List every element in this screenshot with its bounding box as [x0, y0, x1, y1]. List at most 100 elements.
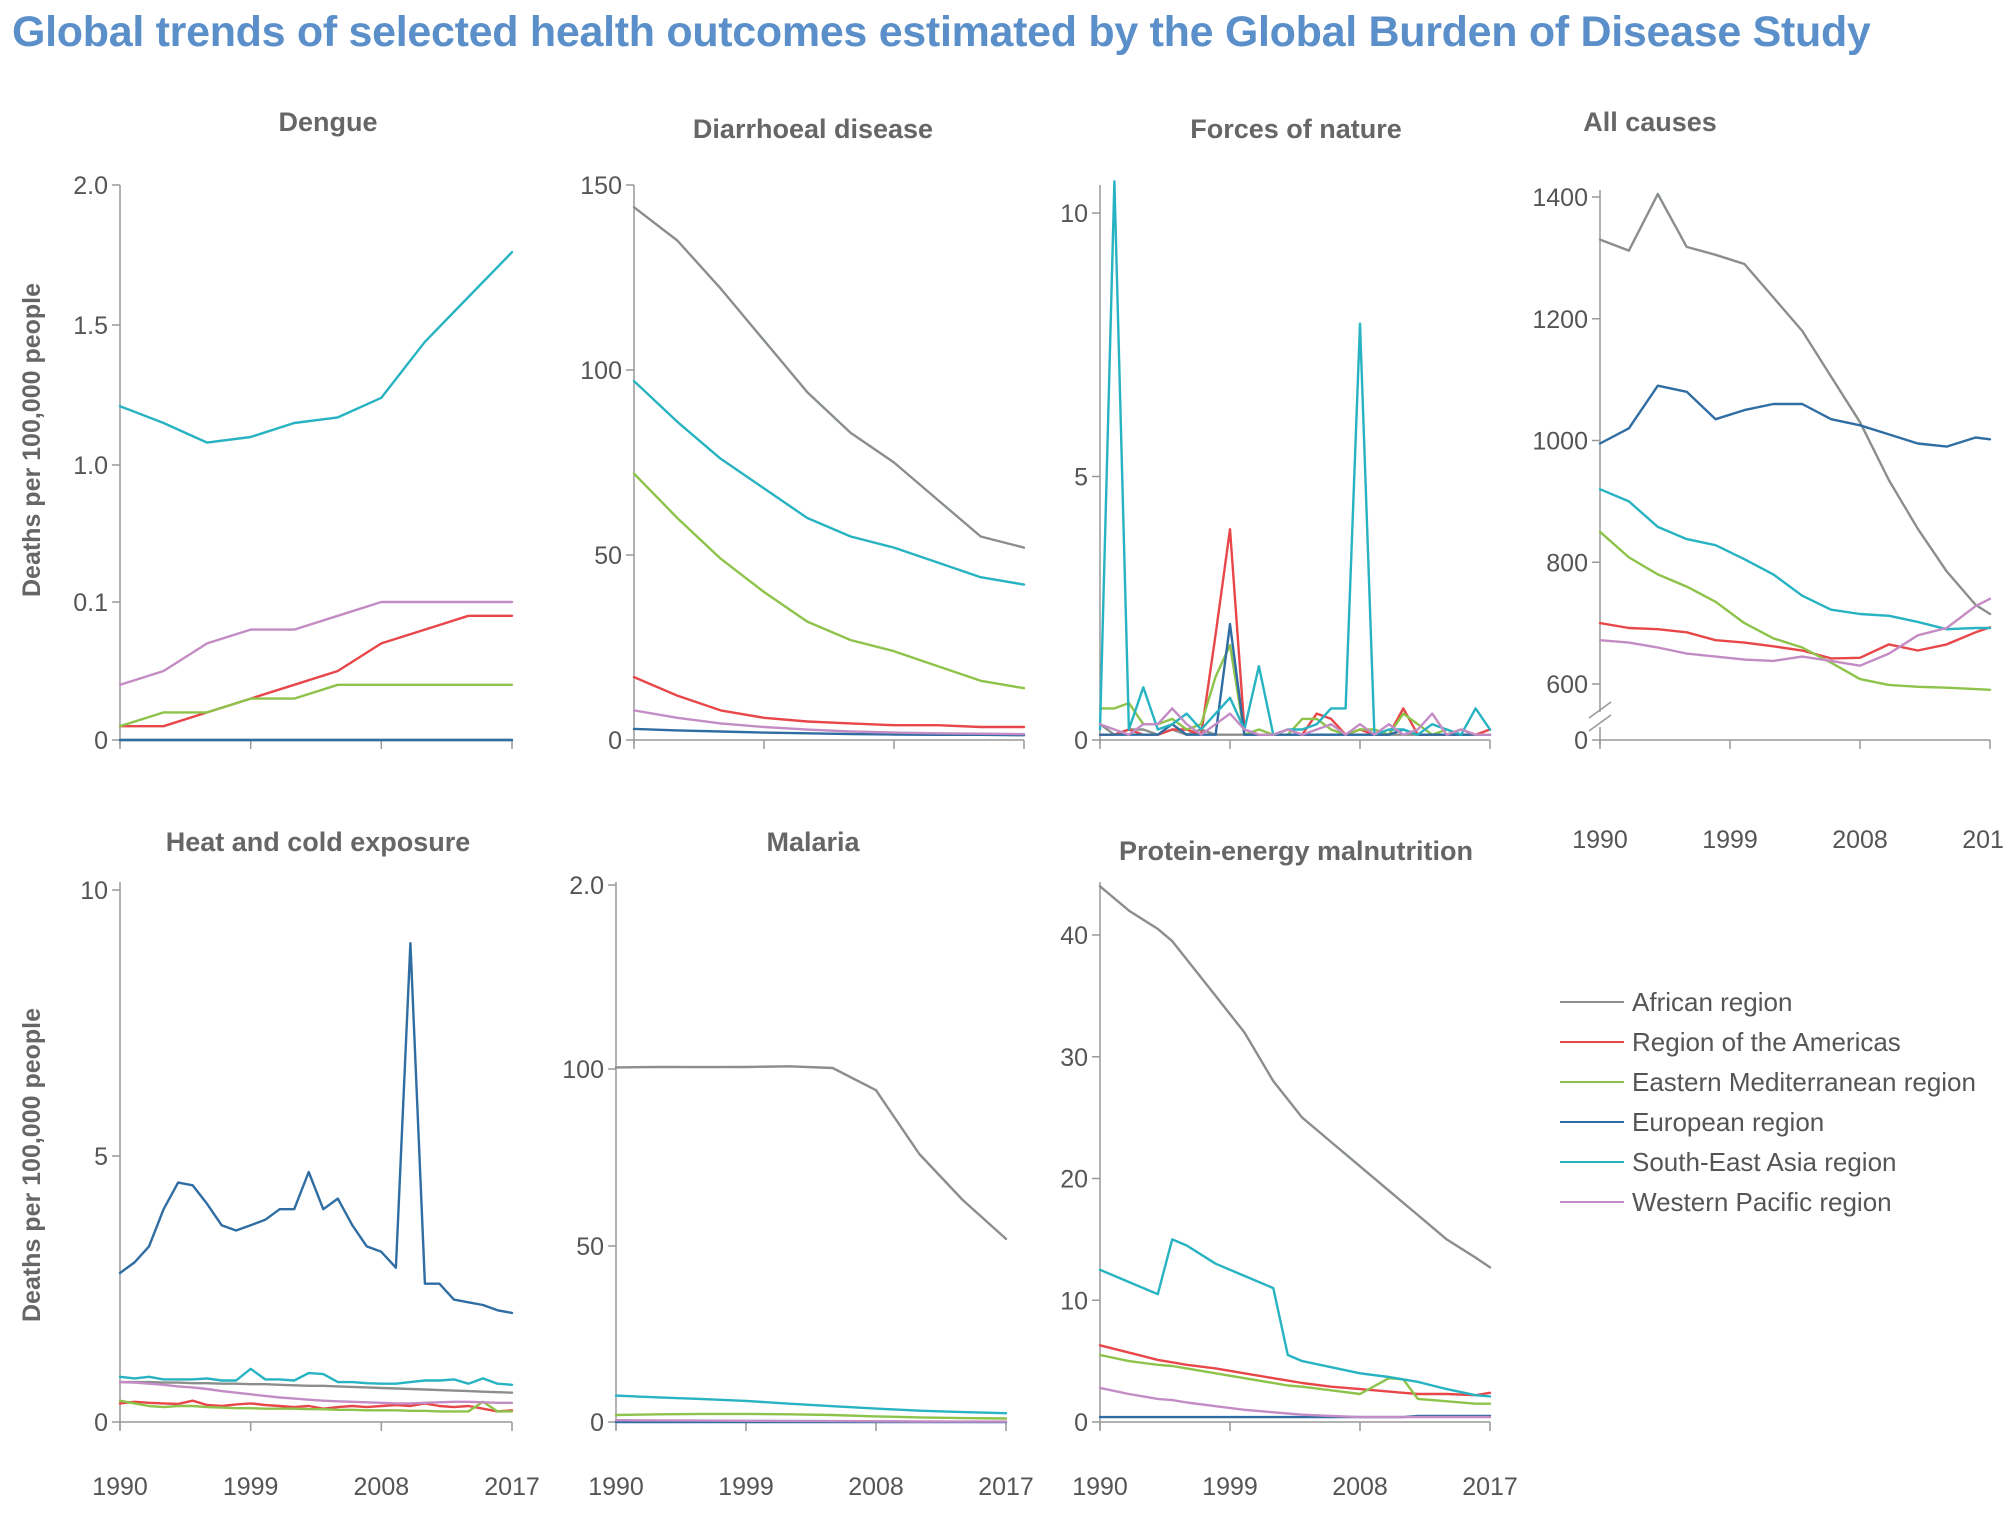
x-tick-label: 2008 [848, 1473, 904, 1501]
series-region-of-the-americas-forces-of-nature [1098, 528, 1492, 736]
y-axis-label: Deaths per 100,000 people [18, 1008, 46, 1322]
panel-title-all-causes: All causes [1583, 107, 1717, 137]
y-tick-label: 5 [94, 1143, 108, 1171]
panel-title-diarrhoeal-disease: Diarrhoeal disease [693, 114, 933, 144]
series-african-region-malaria [614, 1065, 1008, 1241]
y-tick-label: 40 [1060, 922, 1088, 950]
x-tick-label: 1999 [1202, 1473, 1258, 1501]
y-tick-label: 0 [94, 727, 108, 755]
legend-swatch [1560, 1001, 1624, 1003]
x-tick-label: 2017 [1962, 826, 2003, 854]
y-tick-label: 10 [80, 877, 108, 905]
panel-forces-of-nature: Forces of nature 10 5 0 [1060, 114, 1492, 755]
series-region-of-the-americas-protein-energy-malnutrition [1098, 1344, 1492, 1397]
series-african-region-diarrhoeal-disease [632, 205, 1026, 549]
legend-swatch [1560, 1121, 1624, 1123]
legend-swatch [1560, 1041, 1624, 1043]
y-tick-label: 20 [1060, 1166, 1088, 1194]
y-tick-label: 1200 [1532, 306, 1588, 334]
legend-item-european-region: European region [1560, 1102, 1976, 1142]
x-tick-label: 1999 [223, 1473, 279, 1501]
y-tick-label: 50 [576, 1233, 604, 1261]
legend-item-south-east-asia-region: South-East Asia region [1560, 1142, 1976, 1182]
series-western-pacific-region-all-causes [1598, 597, 1992, 667]
legend-item-african-region: African region [1560, 982, 1976, 1022]
main-title: Global trends of selected health outcome… [12, 8, 1871, 56]
series-region-of-the-americas-all-causes [1598, 621, 1992, 660]
series-african-region-protein-energy-malnutrition [1098, 885, 1492, 1269]
axis-break-mark [1588, 714, 1612, 732]
legend-item-region-of-the-americas: Region of the Americas [1560, 1022, 1976, 1062]
x-tick-label: 2008 [354, 1473, 410, 1501]
y-tick-label: 2.0 [73, 172, 108, 200]
series-african-region-heat-and-cold-exposure [118, 1380, 514, 1394]
x-tick-label: 2017 [484, 1473, 540, 1501]
panel-title-malaria: Malaria [766, 827, 860, 857]
x-tick-label: 1999 [1702, 826, 1758, 854]
series-south-east-asia-region-forces-of-nature [1098, 180, 1492, 736]
series-eastern-mediterranean-region-forces-of-nature [1098, 643, 1492, 736]
y-tick-label: 1400 [1532, 184, 1588, 212]
legend-item-western-pacific-region: Western Pacific region [1560, 1182, 1976, 1222]
y-tick-label: 0 [590, 1409, 604, 1437]
series-european-region-diarrhoeal-disease [632, 727, 1026, 737]
x-tick-label: 2017 [1462, 1473, 1518, 1501]
panel-all-causes: All causes 1400 1200 1000 800 600 0 1990 1999 200… [1532, 107, 2003, 854]
panel-diarrhoeal-disease: Diarrhoeal disease 150 100 50 0 [580, 114, 1026, 755]
series-eastern-mediterranean-region-malaria [614, 1412, 1008, 1420]
y-tick-label: 0 [608, 727, 622, 755]
panel-heat-and-cold-exposure: Heat and cold exposure 10 5 0 1990 1999 2008 20… [18, 827, 540, 1501]
series-european-region-forces-of-nature [1098, 622, 1492, 736]
series-western-pacific-region-protein-energy-malnutrition [1098, 1386, 1492, 1419]
y-axis-label: Deaths per 100,000 people [18, 283, 46, 597]
series-south-east-asia-region-heat-and-cold-exposure [118, 1367, 514, 1387]
series-western-pacific-region-dengue [118, 600, 514, 686]
panel-title-dengue: Dengue [278, 107, 377, 137]
x-tick-label: 1999 [718, 1473, 774, 1501]
x-tick-label: 1990 [1072, 1473, 1128, 1501]
series-south-east-asia-region-protein-energy-malnutrition [1098, 1238, 1492, 1398]
series-european-region-all-causes [1598, 384, 1992, 448]
panel-title-forces-of-nature: Forces of nature [1190, 114, 1402, 144]
series-eastern-mediterranean-region-all-causes [1598, 530, 1992, 691]
y-tick-label: 100 [562, 1056, 604, 1084]
panel-dengue: Dengue 2.0 1.5 1.0 0.1 0 Deaths per 100,000 pe… [18, 107, 514, 755]
y-tick-label: 5 [1074, 464, 1088, 492]
x-tick-label: 1990 [92, 1473, 148, 1501]
y-tick-label: 2.0 [569, 872, 604, 900]
series-western-pacific-region-diarrhoeal-disease [632, 709, 1026, 736]
legend-label: Western Pacific region [1632, 1186, 1892, 1217]
y-tick-label: 0 [94, 1409, 108, 1437]
series-eastern-mediterranean-region-diarrhoeal-disease [632, 472, 1026, 690]
series-south-east-asia-region-all-causes [1598, 488, 1992, 631]
series-south-east-asia-region-dengue [118, 250, 514, 444]
x-tick-label: 2017 [978, 1473, 1034, 1501]
legend-swatch [1560, 1201, 1624, 1203]
panel-title-heat-and-cold-exposure: Heat and cold exposure [166, 827, 471, 857]
legend: African region Region of the Americas East… [1560, 982, 1976, 1222]
y-tick-label: 50 [594, 542, 622, 570]
y-tick-label: 150 [580, 172, 622, 200]
panel-malaria: Malaria 2.0 100 50 0 1990 1999 2008 2017 [562, 827, 1034, 1501]
series-region-of-the-americas-heat-and-cold-exposure [118, 1399, 514, 1413]
x-tick-label: 1990 [1572, 826, 1628, 854]
panel-title-protein-energy-malnutrition: Protein-energy malnutrition [1119, 836, 1473, 866]
x-tick-label: 2008 [1832, 826, 1888, 854]
y-tick-label: 1.0 [73, 452, 108, 480]
x-tick-label: 1990 [588, 1473, 644, 1501]
y-tick-label: 0 [1074, 727, 1088, 755]
y-tick-label: 30 [1060, 1044, 1088, 1072]
series-region-of-the-americas-dengue [118, 614, 514, 728]
legend-label: Region of the Americas [1632, 1026, 1901, 1057]
series-eastern-mediterranean-region-dengue [118, 683, 514, 728]
y-tick-label: 0 [1074, 1409, 1088, 1437]
series-south-east-asia-region-diarrhoeal-disease [632, 379, 1026, 586]
legend-label: Eastern Mediterranean region [1632, 1066, 1976, 1097]
axis-break-mark [1588, 701, 1612, 719]
legend-item-eastern-mediterranean-region: Eastern Mediterranean region [1560, 1062, 1976, 1102]
y-tick-label: 0 [1574, 727, 1588, 755]
x-tick-label: 2008 [1332, 1473, 1388, 1501]
y-tick-label: 10 [1060, 1287, 1088, 1315]
legend-label: South-East Asia region [1632, 1146, 1897, 1177]
